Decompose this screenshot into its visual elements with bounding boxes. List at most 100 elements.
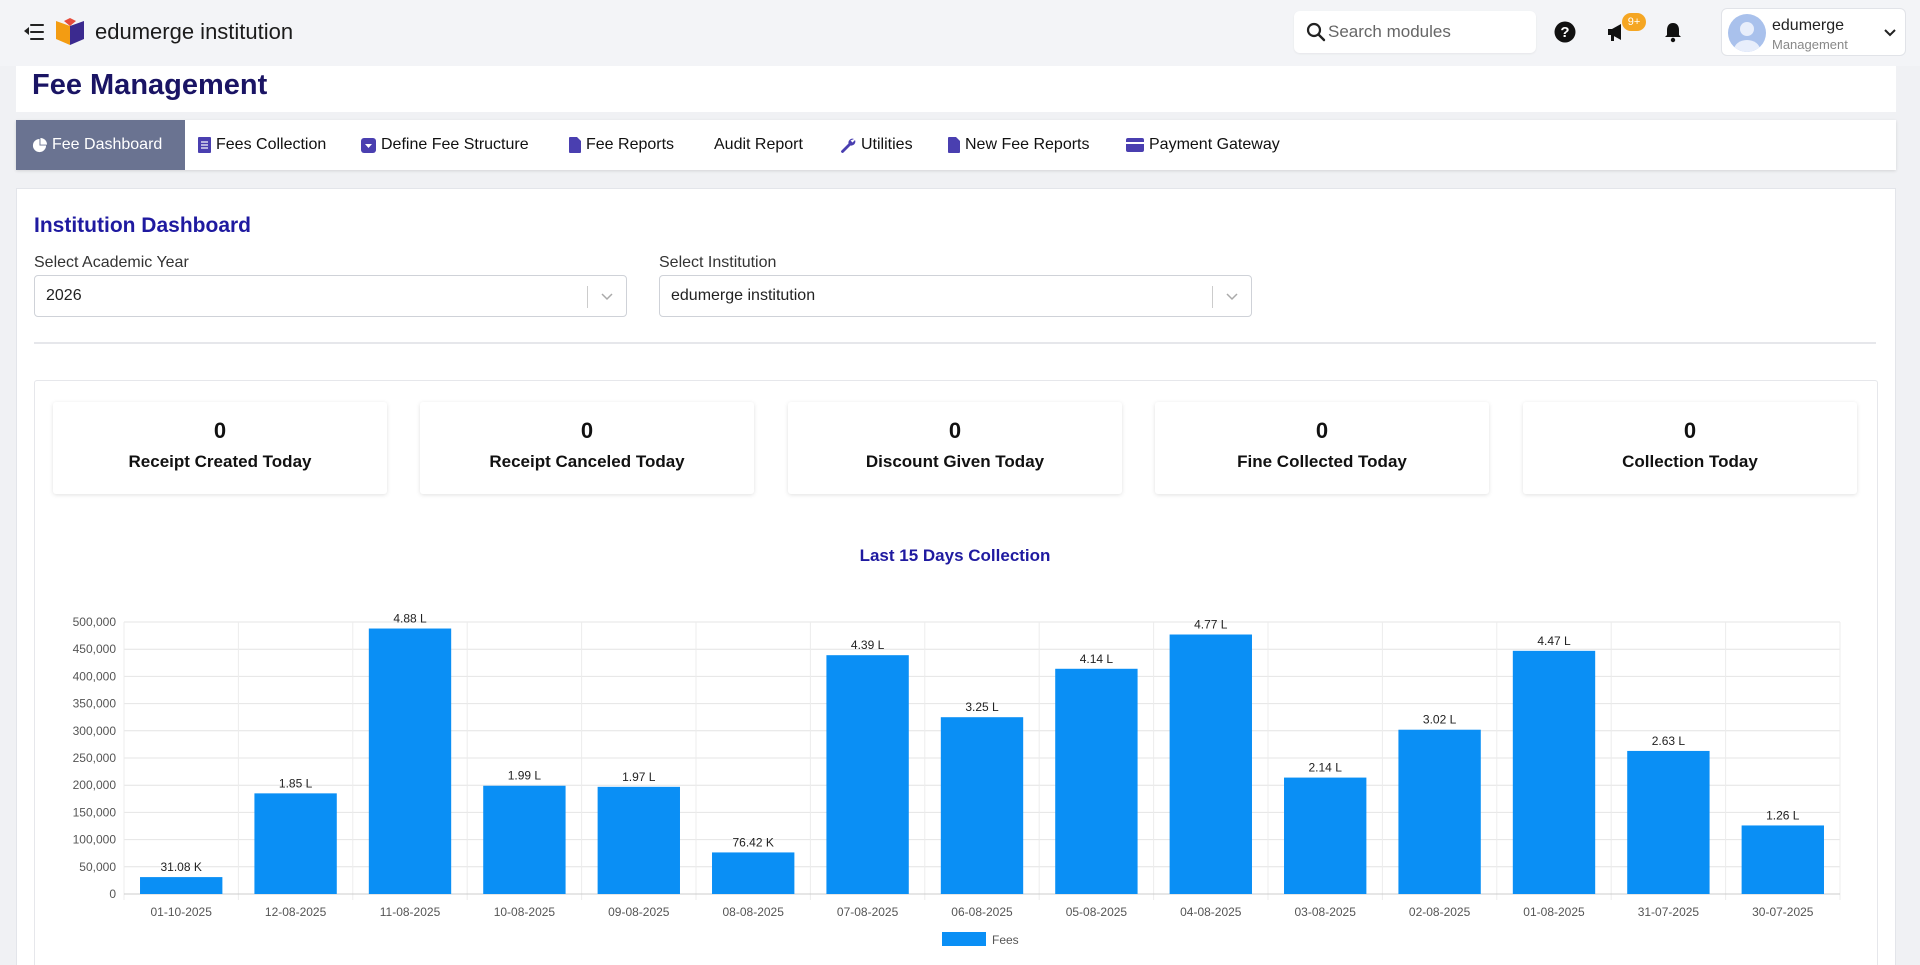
chart-title: Last 15 Days Collection (859, 546, 1051, 565)
data-label: 76.42 K (733, 835, 774, 849)
stat-label: Receipt Canceled Today (489, 452, 685, 471)
data-label: 2.14 L (1309, 761, 1343, 775)
search-icon (1306, 22, 1326, 42)
data-label: 1.85 L (279, 776, 313, 790)
stat-card-fine-collected: 0 Fine Collected Today (1155, 402, 1489, 494)
x-tick-label: 04-08-2025 (1180, 905, 1242, 919)
tab-label: Define Fee Structure (381, 136, 529, 153)
section-title: Institution Dashboard (34, 214, 251, 237)
stat-label: Collection Today (1622, 452, 1758, 471)
x-tick-label: 01-08-2025 (1523, 905, 1585, 919)
academic-year-value: 2026 (46, 287, 82, 304)
stat-card-receipt-canceled: 0 Receipt Canceled Today (420, 402, 754, 494)
tab-new-fee-reports[interactable]: New Fee Reports (948, 120, 1090, 170)
data-label: 4.88 L (393, 612, 427, 626)
data-label: 1.99 L (508, 769, 542, 783)
tab-fee-dashboard[interactable]: Fee Dashboard (16, 120, 185, 170)
data-label: 2.63 L (1652, 734, 1686, 748)
y-tick-label: 300,000 (73, 724, 117, 738)
fee-tabs: Fee Dashboard Fees Collection Define Fee… (16, 120, 1896, 170)
page-title: Fee Management (32, 69, 268, 101)
y-tick-label: 500,000 (73, 615, 117, 629)
top-bar (0, 0, 1920, 66)
chevron-down-icon (601, 293, 613, 301)
stat-label: Fine Collected Today (1237, 452, 1407, 471)
stat-card-discount-given: 0 Discount Given Today (788, 402, 1122, 494)
svg-text:?: ? (1560, 24, 1569, 41)
institution-value: edumerge institution (671, 287, 816, 304)
tab-label: Payment Gateway (1149, 136, 1280, 153)
dropdown-box-icon (361, 137, 376, 153)
stat-value: 0 (580, 418, 594, 443)
y-tick-label: 150,000 (73, 805, 117, 819)
y-tick-label: 200,000 (73, 778, 117, 792)
menu-toggle-icon[interactable] (24, 22, 46, 42)
collection-bar-chart: 0 50,000 100,000 150,000 200,000 250,000 300,0… (73, 612, 1841, 947)
y-tick-label: 100,000 (73, 833, 117, 847)
stat-value: 0 (948, 418, 962, 443)
y-tick-label: 50,000 (79, 860, 116, 874)
data-label: 3.25 L (965, 700, 999, 714)
tab-fees-collection[interactable]: Fees Collection (198, 120, 326, 170)
select-separator (1212, 286, 1213, 308)
stat-label: Receipt Created Today (128, 452, 312, 471)
x-tick-label: 02-08-2025 (1409, 905, 1471, 919)
x-tick-label: 03-08-2025 (1295, 905, 1357, 919)
x-tick-label: 06-08-2025 (951, 905, 1013, 919)
y-tick-label: 0 (109, 887, 116, 901)
bar (1512, 650, 1596, 894)
stat-label: Discount Given Today (865, 452, 1045, 471)
x-tick-label: 30-07-2025 (1752, 905, 1814, 919)
tab-utilities[interactable]: Utilities (840, 120, 913, 170)
wrench-icon (841, 138, 856, 153)
x-tick-label: 31-07-2025 (1638, 905, 1700, 919)
legend-label: Fees (992, 933, 1019, 947)
file-icon (569, 137, 581, 153)
search-input[interactable] (1328, 19, 1524, 45)
y-tick-label: 250,000 (73, 751, 117, 765)
help-icon[interactable]: ? (1553, 20, 1577, 44)
bar (597, 786, 680, 894)
tab-define-fee-structure[interactable]: Define Fee Structure (361, 120, 529, 170)
institution-select[interactable]: edumerge institution (659, 275, 1252, 317)
chevron-down-icon (1884, 29, 1896, 37)
data-label: 31.08 K (161, 860, 202, 874)
brand-name: edumerge institution (95, 19, 294, 44)
institution-logo (56, 18, 84, 45)
stat-card-collection-today: 0 Collection Today (1523, 402, 1857, 494)
megaphone-icon[interactable] (1605, 20, 1629, 44)
divider (34, 342, 1876, 344)
bar (940, 717, 1024, 894)
tab-payment-gateway[interactable]: Payment Gateway (1126, 120, 1280, 170)
bell-icon[interactable] (1661, 20, 1685, 44)
bar (1055, 668, 1138, 894)
select-separator (587, 286, 588, 308)
avatar (1728, 14, 1766, 52)
y-tick-label: 400,000 (73, 669, 117, 683)
data-label: 3.02 L (1423, 713, 1457, 727)
tab-label: Fee Reports (586, 136, 675, 153)
bar (140, 877, 223, 894)
stat-value: 0 (213, 418, 227, 443)
stat-value: 0 (1683, 418, 1697, 443)
x-tick-label: 09-08-2025 (608, 905, 670, 919)
tab-label: Fees Collection (216, 136, 327, 153)
notification-badge: 9+ (1622, 13, 1646, 31)
pie-chart-icon (32, 137, 47, 152)
y-tick-label: 450,000 (73, 642, 117, 656)
bar (1627, 750, 1710, 894)
x-tick-label: 05-08-2025 (1066, 905, 1128, 919)
user-role: Management (1772, 37, 1848, 52)
academic-year-select[interactable]: 2026 (34, 275, 627, 317)
academic-year-label: Select Academic Year (34, 254, 189, 271)
tab-audit-report[interactable]: Audit Report (714, 120, 803, 170)
user-menu[interactable]: edumerge Management (1721, 8, 1906, 56)
tab-fee-reports[interactable]: Fee Reports (569, 120, 674, 170)
credit-card-icon (1126, 138, 1144, 152)
search-box[interactable] (1294, 11, 1536, 53)
chevron-down-icon (1226, 293, 1238, 301)
bar (1169, 634, 1252, 894)
x-tick-label: 11-08-2025 (380, 905, 441, 919)
user-name: edumerge (1772, 17, 1845, 34)
tab-label: New Fee Reports (965, 136, 1090, 153)
